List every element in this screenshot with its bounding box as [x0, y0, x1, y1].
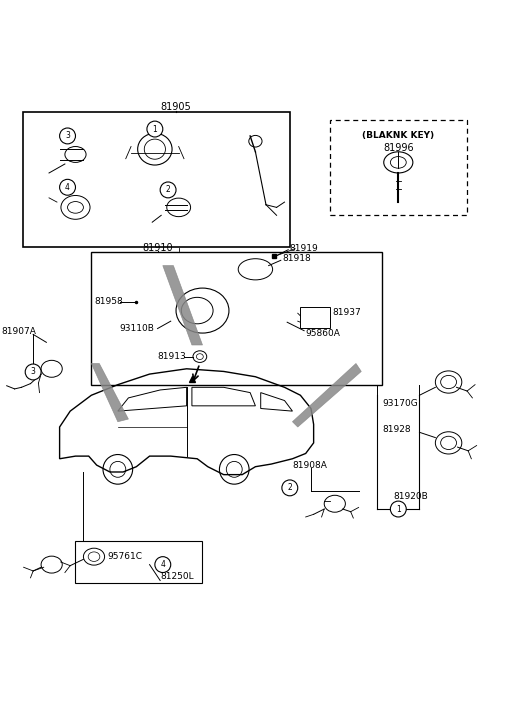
Text: 81905: 81905: [161, 102, 192, 112]
Text: 81920B: 81920B: [393, 492, 428, 502]
Text: 3: 3: [31, 367, 36, 377]
Text: 4: 4: [160, 560, 165, 569]
Circle shape: [147, 121, 163, 137]
Text: 2: 2: [166, 185, 170, 194]
Text: 81928: 81928: [383, 425, 411, 434]
Text: 81908A: 81908A: [293, 461, 327, 470]
Text: 81907A: 81907A: [2, 327, 36, 337]
Text: 81996: 81996: [383, 142, 413, 153]
Text: 81250L: 81250L: [160, 571, 194, 581]
Text: (BLAKNK KEY): (BLAKNK KEY): [362, 132, 434, 140]
Text: 2: 2: [287, 483, 292, 492]
Text: 81937: 81937: [332, 308, 361, 317]
Text: 81910: 81910: [142, 243, 173, 253]
Circle shape: [60, 128, 76, 144]
Polygon shape: [163, 265, 203, 345]
Circle shape: [25, 364, 41, 380]
Text: 93110B: 93110B: [119, 324, 154, 333]
Text: 4: 4: [65, 182, 70, 192]
Text: 3: 3: [65, 132, 70, 140]
Text: 95860A: 95860A: [306, 329, 340, 338]
Circle shape: [390, 501, 406, 517]
Text: 81919: 81919: [290, 244, 319, 253]
Text: 81913: 81913: [157, 352, 186, 361]
Bar: [301, 308, 329, 327]
Text: 1: 1: [153, 124, 157, 134]
Text: 81958: 81958: [94, 297, 123, 306]
Polygon shape: [293, 364, 361, 427]
Circle shape: [155, 557, 171, 573]
Text: 95761C: 95761C: [107, 553, 142, 561]
Text: 81918: 81918: [282, 254, 311, 263]
Circle shape: [60, 180, 76, 196]
Circle shape: [160, 182, 176, 198]
Circle shape: [282, 480, 298, 496]
Text: 93170G: 93170G: [383, 398, 418, 408]
Polygon shape: [92, 364, 128, 422]
Text: 1: 1: [396, 505, 401, 513]
